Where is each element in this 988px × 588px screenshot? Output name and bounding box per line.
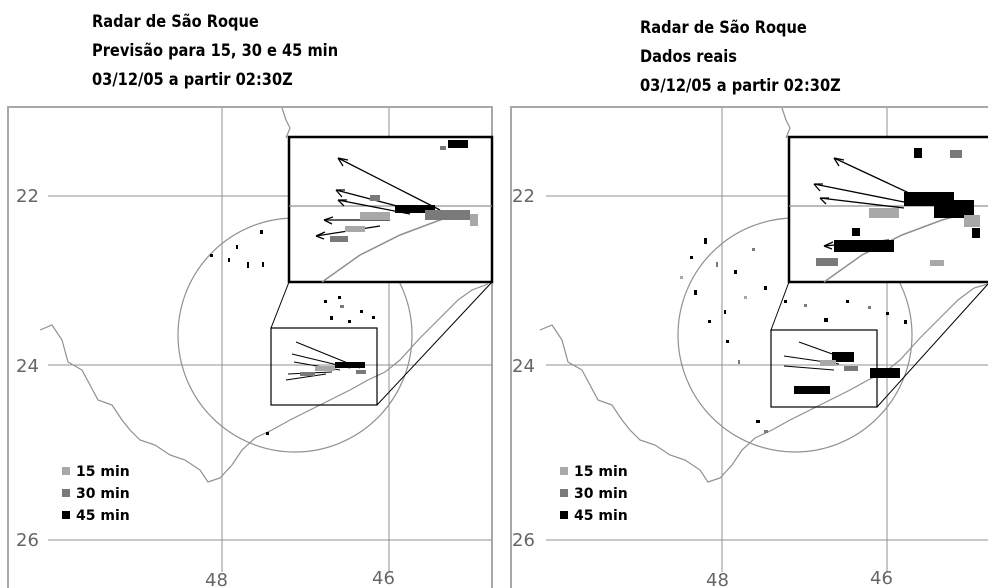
box-echoes bbox=[794, 352, 900, 394]
legend-swatch-30 bbox=[560, 489, 568, 497]
lat-label-24: 24 bbox=[512, 356, 535, 377]
lat-label-24: 24 bbox=[16, 356, 39, 377]
lon-label-48: 48 bbox=[205, 570, 228, 588]
legend-swatch-45 bbox=[62, 511, 70, 519]
lat-label-26: 26 bbox=[512, 530, 535, 551]
title-line-1: Radar de São Roque bbox=[640, 18, 807, 38]
connector-bottom bbox=[876, 283, 988, 408]
coastline bbox=[39, 107, 489, 483]
legend-swatch-30 bbox=[62, 489, 70, 497]
lat-label-22: 22 bbox=[16, 186, 39, 207]
legend-swatch-15 bbox=[560, 467, 568, 475]
detail-box bbox=[270, 327, 378, 406]
legend-swatch-15 bbox=[62, 467, 70, 475]
lat-label-22: 22 bbox=[512, 186, 535, 207]
box-arrows bbox=[285, 341, 361, 381]
scattered-echoes bbox=[210, 230, 375, 435]
lon-label-48: 48 bbox=[706, 570, 729, 588]
map-frame bbox=[510, 106, 988, 588]
connector-top bbox=[270, 281, 290, 329]
scattered-echoes bbox=[680, 238, 907, 433]
lat-label-26: 26 bbox=[16, 530, 39, 551]
title-line-1: Radar de São Roque bbox=[92, 12, 259, 32]
detail-box bbox=[770, 329, 878, 408]
zoom-inset bbox=[287, 135, 494, 284]
panel-observed: Radar de São Roque Dados reais 03/12/05 … bbox=[494, 0, 988, 588]
observed-map: 22 24 26 48 46 bbox=[510, 106, 988, 588]
legend-label-45: 45 min bbox=[76, 508, 130, 524]
connector-bottom bbox=[376, 281, 493, 406]
inset-echoes bbox=[330, 140, 478, 242]
coastline bbox=[539, 107, 988, 483]
observed-title: Radar de São Roque Dados reais 03/12/05 … bbox=[640, 14, 841, 101]
title-line-3: 03/12/05 a partir 02:30Z bbox=[92, 70, 293, 90]
panel-forecast: Radar de São Roque Previsão para 15, 30 … bbox=[7, 8, 494, 588]
forecast-map: 22 24 26 48 46 bbox=[7, 106, 494, 588]
map-frame bbox=[7, 106, 493, 588]
legend-label-45: 45 min bbox=[574, 508, 628, 524]
box-echoes bbox=[300, 362, 366, 376]
title-line-2: Previsão para 15, 30 e 45 min bbox=[92, 41, 339, 61]
lon-label-46: 46 bbox=[372, 568, 395, 588]
legend-label-15: 15 min bbox=[76, 464, 130, 480]
forecast-title: Radar de São Roque Previsão para 15, 30 … bbox=[92, 8, 338, 95]
inset-echoes bbox=[816, 148, 980, 266]
connector-top bbox=[770, 281, 790, 331]
title-line-2: Dados reais bbox=[640, 47, 738, 67]
lon-label-46: 46 bbox=[870, 568, 893, 588]
title-line-3: 03/12/05 a partir 02:30Z bbox=[640, 76, 841, 96]
legend-label-30: 30 min bbox=[574, 486, 628, 502]
legend-swatch-45 bbox=[560, 511, 568, 519]
legend-label-15: 15 min bbox=[574, 464, 628, 480]
legend-label-30: 30 min bbox=[76, 486, 130, 502]
